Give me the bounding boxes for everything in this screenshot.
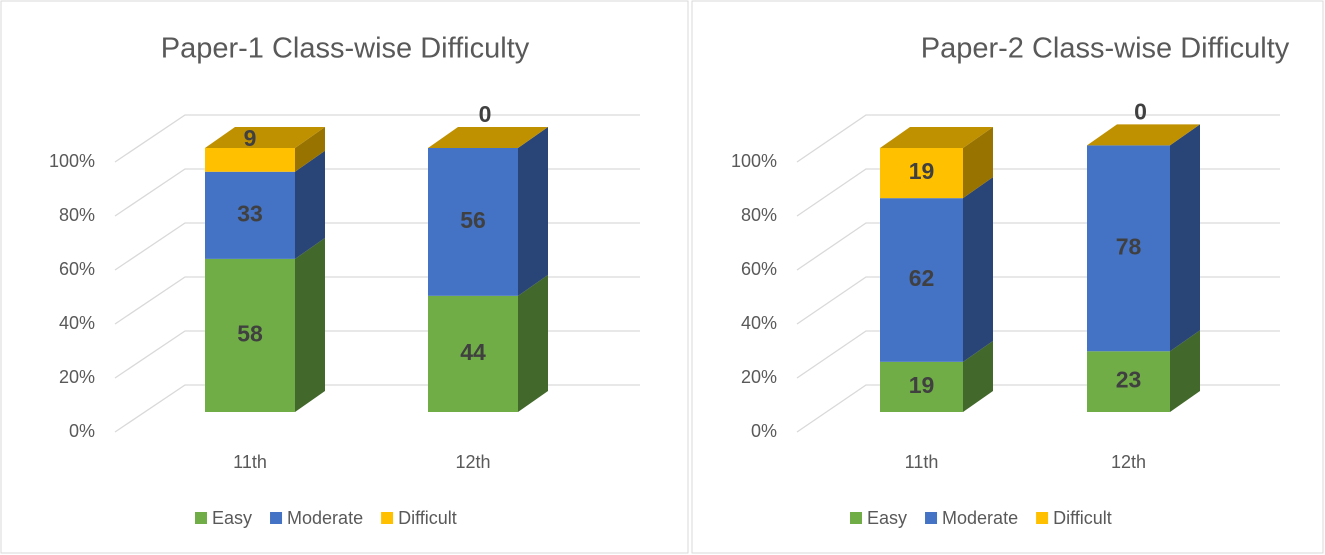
- data-label: 0: [1134, 98, 1147, 124]
- bar-segment: [428, 295, 518, 412]
- x-tick-label: 11th: [905, 452, 939, 472]
- legend-swatch: [1036, 512, 1049, 524]
- grid-line: [796, 114, 1280, 163]
- chart-title: Paper-2 Class-wise Difficulty: [921, 33, 1290, 65]
- bar-side: [295, 150, 325, 259]
- data-label: 19: [909, 158, 935, 184]
- bar-side: [963, 127, 993, 199]
- bar-top: [205, 127, 325, 148]
- bar-segment: [428, 148, 518, 296]
- bar-side: [295, 237, 325, 412]
- data-label: 19: [909, 372, 935, 398]
- data-label: 44: [460, 339, 486, 365]
- grid-line: [114, 114, 640, 163]
- legend-label: Difficult: [398, 508, 457, 528]
- data-label: 33: [237, 200, 263, 226]
- chart-title: Paper-1 Class-wise Difficulty: [161, 33, 530, 65]
- legend-swatch: [195, 512, 207, 524]
- bar-top: [1087, 124, 1200, 146]
- data-label: 62: [909, 265, 935, 291]
- bar-side: [1170, 124, 1200, 352]
- bar-segment: [205, 258, 295, 412]
- bar-segment: [1087, 351, 1170, 412]
- x-tick-label: 12th: [455, 452, 490, 472]
- y-tick-label: 100%: [731, 151, 777, 171]
- data-label: 23: [1116, 367, 1142, 393]
- bar-segment: [880, 198, 963, 362]
- legend-label: Easy: [867, 508, 907, 528]
- y-tick-label: 40%: [59, 313, 95, 333]
- y-tick-label: 100%: [49, 151, 95, 171]
- y-tick-label: 40%: [741, 313, 777, 333]
- y-tick-label: 80%: [59, 205, 95, 225]
- legend-swatch: [270, 512, 283, 524]
- y-tick-label: 80%: [741, 205, 777, 225]
- bar-side: [518, 127, 548, 296]
- y-tick-label: 0%: [751, 421, 777, 441]
- data-label: 0: [479, 101, 492, 127]
- bar-side: [963, 340, 993, 412]
- legend-label: Difficult: [1053, 508, 1112, 528]
- x-tick-label: 11th: [233, 452, 267, 472]
- legend-swatch: [925, 512, 938, 524]
- bar-top: [428, 127, 548, 148]
- data-label: 56: [460, 207, 486, 233]
- bar-side: [963, 177, 993, 362]
- bar-side: [518, 274, 548, 412]
- y-tick-label: 20%: [741, 367, 777, 387]
- legend-label: Easy: [212, 508, 252, 528]
- bar-segment: [880, 361, 963, 412]
- y-tick-label: 0%: [69, 421, 95, 441]
- data-label: 78: [1116, 233, 1142, 259]
- legend-label: Moderate: [942, 508, 1018, 528]
- x-tick-label: 12th: [1111, 452, 1146, 472]
- legend-swatch: [381, 512, 394, 524]
- bar-segment: [1087, 145, 1170, 352]
- data-label: 58: [237, 321, 263, 347]
- data-label: 9: [244, 125, 257, 151]
- bar-segment: [205, 148, 295, 172]
- y-tick-label: 60%: [59, 259, 95, 279]
- bar-segment: [205, 171, 295, 259]
- bar-top: [880, 127, 993, 148]
- bar-segment: [880, 148, 963, 199]
- bar-side: [1170, 330, 1200, 412]
- legend-label: Moderate: [287, 508, 363, 528]
- legend-swatch: [850, 512, 862, 524]
- y-tick-label: 60%: [741, 259, 777, 279]
- y-tick-label: 20%: [59, 367, 95, 387]
- bar-side: [295, 127, 325, 172]
